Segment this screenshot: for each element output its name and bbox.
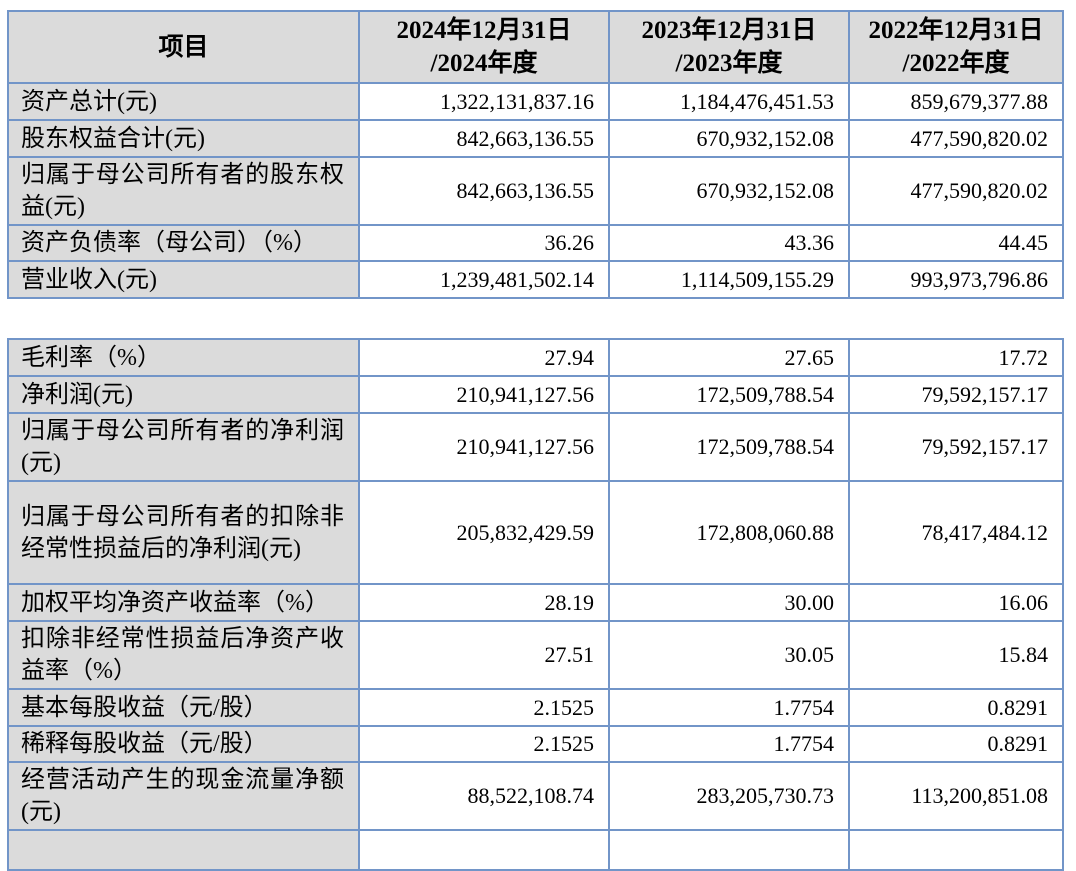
row-value xyxy=(358,829,610,871)
row-value: 113,200,851.08 xyxy=(848,761,1064,831)
table-row: 净利润(元) 210,941,127.56 172,509,788.54 79,592… xyxy=(7,375,1064,414)
row-value: 27.94 xyxy=(358,338,610,377)
row-value: 16.06 xyxy=(848,583,1064,622)
row-value: 477,590,820.02 xyxy=(848,119,1064,158)
table-header: 项目 2024年12月31日 /2024年度 2023年12月31日 /2023… xyxy=(7,10,1064,84)
row-value: 0.8291 xyxy=(848,688,1064,727)
table-row: 资产负债率（母公司）（%） 36.26 43.36 44.45 xyxy=(7,224,1064,262)
table-row: 经营活动产生的现金流量净额(元) 88,522,108.74 283,205,730… xyxy=(7,761,1064,831)
header-period-line2: /2023年度 xyxy=(675,50,783,77)
row-value: 1.7754 xyxy=(608,688,850,727)
row-value: 205,832,429.59 xyxy=(358,480,610,585)
table-row: 扣除非经常性损益后净资产收益率（%） 27.51 30.05 15.84 xyxy=(7,620,1064,690)
row-value: 30.05 xyxy=(608,620,850,690)
row-label: 经营活动产生的现金流量净额(元) xyxy=(7,761,360,831)
table-row: 归属于母公司所有者的净利润(元) 210,941,127.56 172,509,78… xyxy=(7,412,1064,482)
row-value: 78,417,484.12 xyxy=(848,480,1064,585)
table-row: 股东权益合计(元) 842,663,136.55 670,932,152.08 477… xyxy=(7,119,1064,158)
row-value: 36.26 xyxy=(358,224,610,262)
table-row: 加权平均净资产收益率（%） 28.19 30.00 16.06 xyxy=(7,583,1064,622)
row-value: 2.1525 xyxy=(358,688,610,727)
row-value: 859,679,377.88 xyxy=(848,82,1064,121)
row-value: 842,663,136.55 xyxy=(358,156,610,226)
row-value: 172,808,060.88 xyxy=(608,480,850,585)
row-value: 670,932,152.08 xyxy=(608,156,850,226)
row-value: 79,592,157.17 xyxy=(848,375,1064,414)
header-cell-period-2023: 2023年12月31日 /2023年度 xyxy=(608,10,850,84)
header-cell-period-2022: 2022年12月31日 /2022年度 xyxy=(848,10,1064,84)
row-value: 2.1525 xyxy=(358,725,610,763)
clipped-next-row-container xyxy=(7,829,1064,871)
row-value: 842,663,136.55 xyxy=(358,119,610,158)
row-value: 477,590,820.02 xyxy=(848,156,1064,226)
row-value: 0.8291 xyxy=(848,725,1064,763)
row-value: 1,239,481,502.14 xyxy=(358,260,610,299)
row-value: 1.7754 xyxy=(608,725,850,763)
row-value: 17.72 xyxy=(848,338,1064,377)
table-row: 稀释每股收益（元/股） 2.1525 1.7754 0.8291 xyxy=(7,725,1064,763)
row-value: 44.45 xyxy=(848,224,1064,262)
row-value xyxy=(848,829,1064,871)
header-period-line1: 2023年12月31日 xyxy=(641,17,817,44)
row-label: 资产负债率（母公司）（%） xyxy=(7,224,360,262)
row-value: 1,184,476,451.53 xyxy=(608,82,850,121)
table-row-partial xyxy=(7,829,1064,871)
table-row: 资产总计(元) 1,322,131,837.16 1,184,476,451.53 8… xyxy=(7,82,1064,121)
header-cell-period-2024: 2024年12月31日 /2024年度 xyxy=(358,10,610,84)
row-value xyxy=(608,829,850,871)
header-cell-item: 项目 xyxy=(7,10,360,84)
header-period-line1: 2024年12月31日 xyxy=(396,17,572,44)
header-period-line2: /2022年度 xyxy=(902,50,1010,77)
table-row: 归属于母公司所有者的扣除非经常性损益后的净利润(元) 205,832,429.59… xyxy=(7,480,1064,585)
row-label: 毛利率（%） xyxy=(7,338,360,377)
row-value: 172,509,788.54 xyxy=(608,412,850,482)
row-value: 88,522,108.74 xyxy=(358,761,610,831)
row-value: 30.00 xyxy=(608,583,850,622)
row-label: 稀释每股收益（元/股） xyxy=(7,725,360,763)
header-period-line1: 2022年12月31日 xyxy=(868,17,1044,44)
header-period-line2: /2024年度 xyxy=(430,50,538,77)
row-label: 资产总计(元) xyxy=(7,82,360,121)
header-item-label: 项目 xyxy=(158,33,209,61)
row-value: 43.36 xyxy=(608,224,850,262)
profitability-table: 毛利率（%） 27.94 27.65 17.72 净利润(元) 210,941,127.5… xyxy=(7,338,1064,871)
row-label: 净利润(元) xyxy=(7,375,360,414)
row-label xyxy=(7,829,360,871)
row-value: 79,592,157.17 xyxy=(848,412,1064,482)
row-label: 归属于母公司所有者的净利润(元) xyxy=(7,412,360,482)
row-value: 993,973,796.86 xyxy=(848,260,1064,299)
table-row: 归属于母公司所有者的股东权益(元) 842,663,136.55 670,932,1… xyxy=(7,156,1064,226)
row-label: 归属于母公司所有者的股东权益(元) xyxy=(7,156,360,226)
row-label: 归属于母公司所有者的扣除非经常性损益后的净利润(元) xyxy=(7,480,360,585)
financial-summary-table: 项目 2024年12月31日 /2024年度 2023年12月31日 /2023… xyxy=(7,10,1064,299)
row-label: 扣除非经常性损益后净资产收益率（%） xyxy=(7,620,360,690)
row-value: 283,205,730.73 xyxy=(608,761,850,831)
row-label: 基本每股收益（元/股） xyxy=(7,688,360,727)
row-value: 172,509,788.54 xyxy=(608,375,850,414)
row-label: 加权平均净资产收益率（%） xyxy=(7,583,360,622)
row-value: 670,932,152.08 xyxy=(608,119,850,158)
header-row: 项目 2024年12月31日 /2024年度 2023年12月31日 /2023… xyxy=(7,10,1064,84)
table-row: 营业收入(元) 1,239,481,502.14 1,114,509,155.29 9… xyxy=(7,260,1064,299)
row-value: 210,941,127.56 xyxy=(358,412,610,482)
table-row: 基本每股收益（元/股） 2.1525 1.7754 0.8291 xyxy=(7,688,1064,727)
row-value: 210,941,127.56 xyxy=(358,375,610,414)
row-value: 15.84 xyxy=(848,620,1064,690)
table-row: 毛利率（%） 27.94 27.65 17.72 xyxy=(7,338,1064,377)
row-label: 股东权益合计(元) xyxy=(7,119,360,158)
row-label: 营业收入(元) xyxy=(7,260,360,299)
row-value: 27.51 xyxy=(358,620,610,690)
row-value: 27.65 xyxy=(608,338,850,377)
row-value: 1,114,509,155.29 xyxy=(608,260,850,299)
row-value: 28.19 xyxy=(358,583,610,622)
row-value: 1,322,131,837.16 xyxy=(358,82,610,121)
